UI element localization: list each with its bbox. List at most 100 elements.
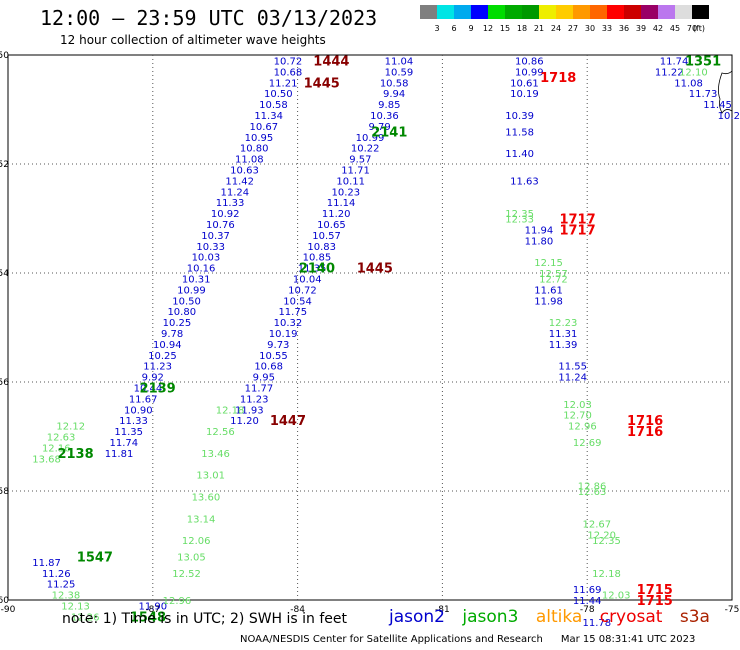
scale-label: 27 xyxy=(568,24,578,33)
scale-swatch xyxy=(505,5,522,19)
legend-jason3: jason3 xyxy=(462,607,519,627)
wave-height-label: 12.33 xyxy=(505,215,534,226)
pass-time-label: 1715 xyxy=(637,583,673,598)
wave-height-label: 11.23 xyxy=(240,394,269,405)
legend-cryosat: cryosat xyxy=(599,607,663,627)
wave-height-label: 10.37 xyxy=(201,231,230,242)
scale-label: 30 xyxy=(585,24,595,33)
legend-altika: altika xyxy=(535,607,583,627)
wave-height-label: 11.55 xyxy=(558,362,587,373)
wave-height-label: 9.92 xyxy=(142,373,164,384)
scale-swatch xyxy=(675,5,692,19)
lon-tick-label: -75 xyxy=(725,605,740,615)
wave-height-label: 10.23 xyxy=(332,187,361,198)
wave-height-label: 11.25 xyxy=(47,580,76,591)
pass-time-label: 1716 xyxy=(627,414,663,429)
lon-tick-label: -84 xyxy=(290,605,305,615)
credit-line: NOAA/NESDIS Center for Satellite Applica… xyxy=(240,634,695,645)
wave-height-label: 10.99 xyxy=(356,133,385,144)
wave-height-label: 10.67 xyxy=(249,122,278,133)
lat-tick-label: -56 xyxy=(0,378,9,388)
wave-height-label: 10.76 xyxy=(206,220,235,231)
lat-tick-label: -52 xyxy=(0,160,9,170)
jason2-track-d: 11.7411.2211.0811.7311.4510.2011.8711.26… xyxy=(32,56,740,612)
wave-height-label: 12.15 xyxy=(534,258,563,269)
wave-height-label: 11.93 xyxy=(235,405,264,416)
wave-height-label: 11.26 xyxy=(42,569,71,580)
wave-height-label: 10.39 xyxy=(505,111,534,122)
scale-swatch xyxy=(556,5,573,19)
wave-height-label: 11.31 xyxy=(549,329,578,340)
lat-tick-label: -60 xyxy=(0,596,9,606)
wave-height-label: 11.20 xyxy=(322,209,351,220)
lat-tick-label: -50 xyxy=(0,51,9,61)
wave-height-label: 10.33 xyxy=(196,242,225,253)
page-title: 12:00 — 23:59 UTC 03/13/2023 xyxy=(40,6,378,30)
wave-height-label: 10.85 xyxy=(303,253,332,264)
wave-height-label: 11.21 xyxy=(269,78,298,89)
wave-height-label: 11.94 xyxy=(525,225,554,236)
scale-swatch xyxy=(471,5,488,19)
scale-unit: (ft) xyxy=(693,24,705,33)
wave-height-label: 12.56 xyxy=(206,427,235,438)
coastline xyxy=(718,70,733,114)
wave-height-label: 11.90 xyxy=(138,601,167,612)
wave-height-label: 11.33 xyxy=(119,416,148,427)
wave-height-label: 9.57 xyxy=(349,155,371,166)
wave-height-label: 10.58 xyxy=(259,100,288,111)
wave-height-label: 13.05 xyxy=(177,552,206,563)
scale-label: 3 xyxy=(434,24,439,33)
wave-height-label: 10.57 xyxy=(312,231,341,242)
pass-time-label: 1444 xyxy=(313,54,349,69)
lon-tick-label: -90 xyxy=(1,605,16,615)
wave-height-label: 10.19 xyxy=(510,89,539,100)
scale-swatch xyxy=(539,5,556,19)
scale-label: 45 xyxy=(670,24,680,33)
wave-height-label: 10.55 xyxy=(259,351,288,362)
wave-height-label: 10.16 xyxy=(187,264,216,275)
scale-label: 15 xyxy=(500,24,510,33)
scale-swatch xyxy=(692,5,709,19)
jason3-track: 12.1212.6312.1613.6812.1812.5613.4613.01… xyxy=(32,67,707,623)
wave-height-label: 12.06 xyxy=(182,536,211,547)
wave-height-label: 10.59 xyxy=(385,67,414,78)
wave-height-label: 10.65 xyxy=(317,220,346,231)
wave-height-label: 10.68 xyxy=(274,67,303,78)
jason2-track-a: 10.7210.6811.2110.5010.5811.3410.6710.95… xyxy=(105,56,303,459)
wave-height-label: 10.36 xyxy=(370,111,399,122)
wave-height-label: 12.03 xyxy=(602,591,631,602)
wave-height-label: 10.11 xyxy=(336,176,365,187)
lat-tick-label: -54 xyxy=(0,269,9,279)
wave-height-label: 11.08 xyxy=(235,155,264,166)
wave-height-label: 11.35 xyxy=(298,264,327,275)
wave-height-label: 12.67 xyxy=(583,520,612,531)
scale-swatch xyxy=(607,5,624,19)
pass-time-label: 1717 xyxy=(559,213,595,228)
scale-swatch xyxy=(522,5,539,19)
wave-height-label: 13.01 xyxy=(196,471,225,482)
scale-label: 6 xyxy=(451,24,456,33)
wave-height-label: 11.45 xyxy=(703,100,732,111)
wave-height-label: 10.19 xyxy=(269,329,298,340)
wave-height-label: 10.80 xyxy=(167,307,196,318)
wave-height-label: 10.92 xyxy=(211,209,240,220)
page-subtitle: 12 hour collection of altimeter wave hei… xyxy=(60,33,326,47)
wave-height-label: 11.74 xyxy=(660,56,689,67)
wave-height-label: 12.52 xyxy=(172,569,201,580)
scale-label: 36 xyxy=(619,24,629,33)
scale-label: 70 xyxy=(687,24,697,33)
wave-height-label: 10.22 xyxy=(351,144,380,155)
footer-note: note: 1) Time is in UTC; 2) SWH is in fe… xyxy=(62,611,347,627)
wave-height-label: 11.40 xyxy=(505,149,534,160)
lon-tick-label: -87 xyxy=(145,605,160,615)
wave-height-label: 11.98 xyxy=(534,296,563,307)
wave-height-label: 9.78 xyxy=(161,329,183,340)
wave-height-label: 11.58 xyxy=(505,127,534,138)
wave-height-label: 10.20 xyxy=(718,111,740,122)
pass-time-label: 1717 xyxy=(559,223,595,238)
wave-height-label: 10.95 xyxy=(245,133,274,144)
scale-swatch xyxy=(437,5,454,19)
wave-height-label: 10.58 xyxy=(380,78,409,89)
wave-height-label: 12.86 xyxy=(578,482,607,493)
